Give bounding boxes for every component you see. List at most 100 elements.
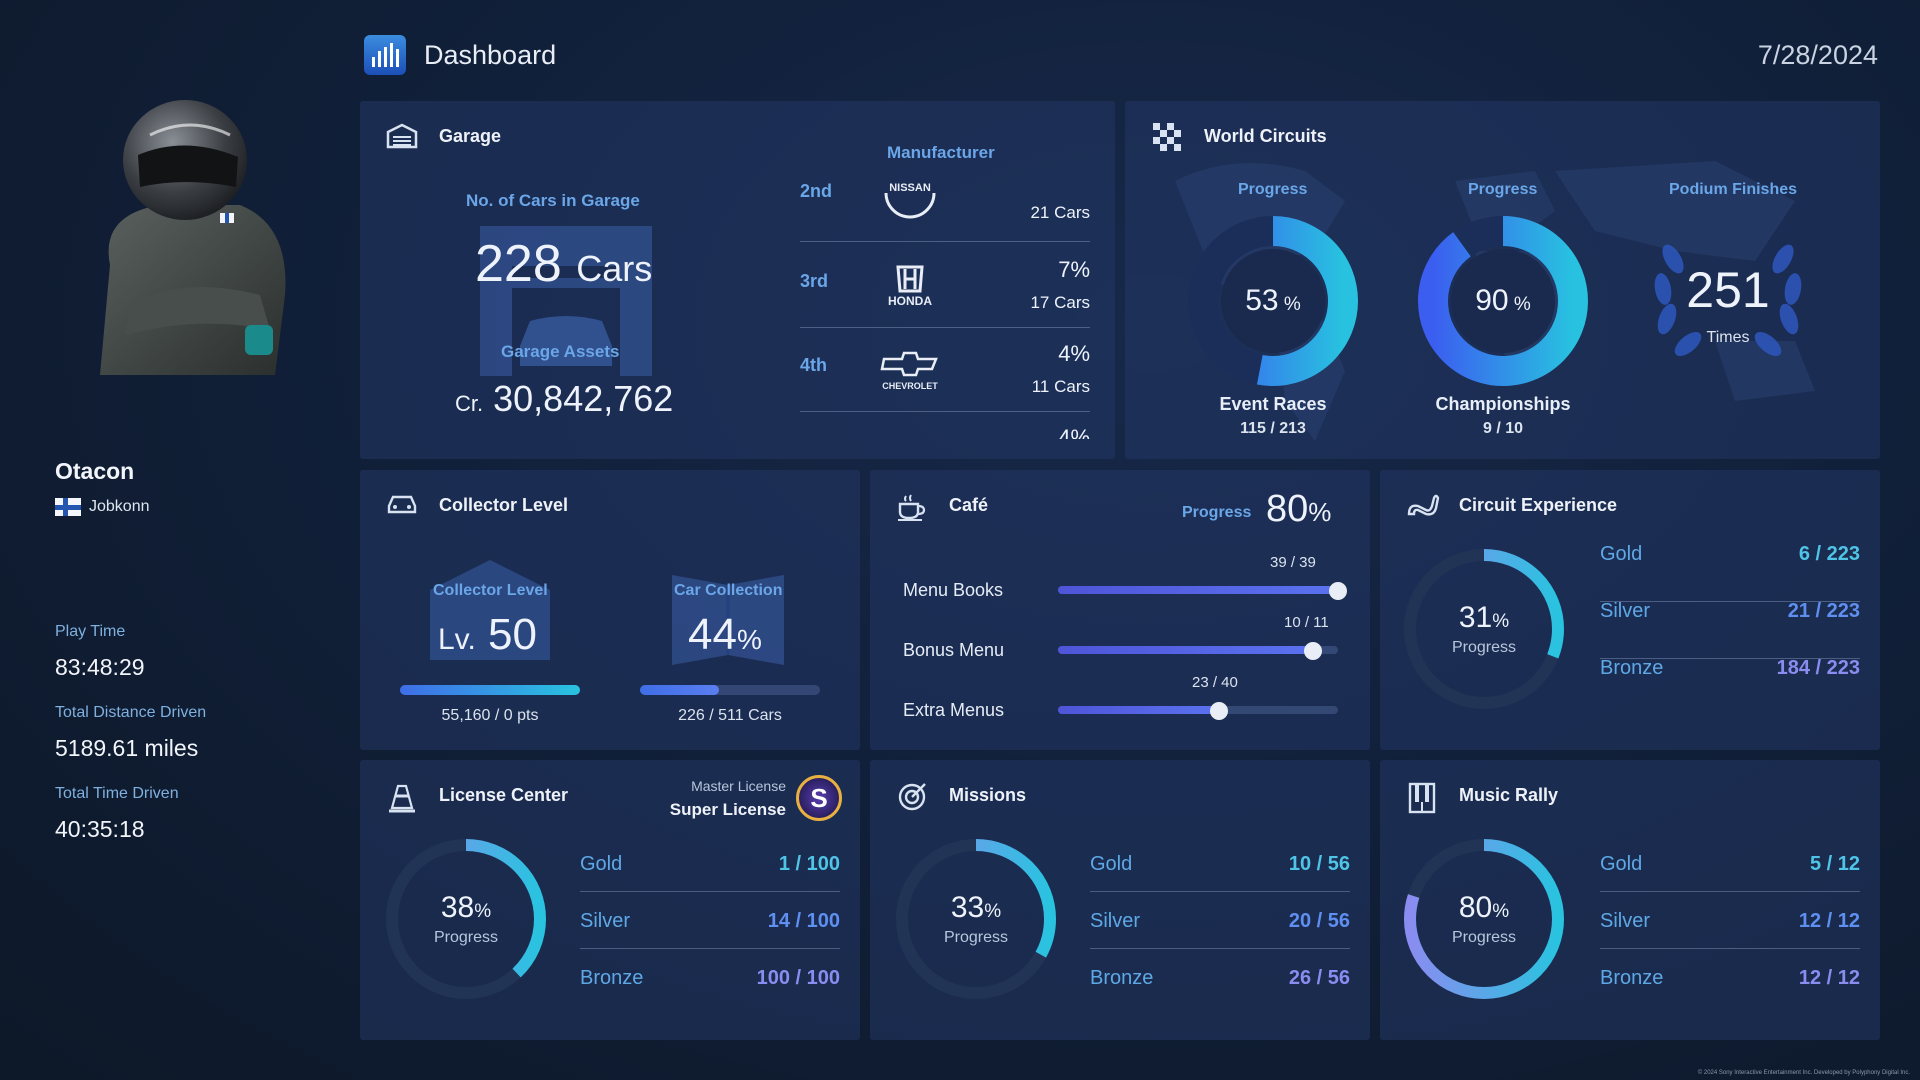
cafe-row-slider-fill — [1058, 706, 1219, 714]
manufacturer-label: Manufacturer — [887, 143, 995, 162]
level-prefix: Lv. — [438, 623, 476, 656]
circuit-experience-panel[interactable]: Circuit Experience 31% Progress Gold 6 /… — [1380, 470, 1880, 750]
bronze-row[interactable]: Bronze 26 / 56 — [1090, 950, 1350, 1006]
cafe-row-count: 23 / 40 — [1192, 674, 1238, 691]
car-icon — [386, 492, 418, 520]
target-icon — [896, 782, 928, 811]
nissan-logo-icon: NISSAN — [870, 177, 950, 221]
music-rally-percent-value: 80 — [1458, 891, 1493, 924]
collector-level-value: Lv. 50 — [438, 610, 537, 660]
bronze-row[interactable]: Bronze 100 / 100 — [580, 950, 840, 1006]
cafe-row-slider-knob — [1329, 582, 1347, 600]
bronze-label: Bronze — [1090, 966, 1154, 989]
collector-level-label: Collector Level — [433, 582, 548, 599]
circuit-experience-sub: Progress — [1451, 639, 1517, 656]
manufacturer-row[interactable]: 2nd NISSAN 21 Cars — [800, 177, 1090, 237]
chevrolet-logo-icon: CHEVROLET — [870, 345, 950, 395]
championships-count: 9 / 10 — [1482, 420, 1524, 437]
coffee-cup-icon — [896, 492, 928, 521]
page-title: Dashboard — [424, 40, 557, 70]
distance-label: Total Distance Driven — [55, 704, 207, 721]
car-collection-bar — [640, 685, 820, 695]
manufacturer-cars: 11 Cars — [1031, 377, 1090, 396]
gold-row[interactable]: Gold 6 / 223 — [1600, 526, 1860, 582]
missions-donut: 33% Progress — [892, 835, 1060, 1003]
cafe-row-slider-knob — [1210, 702, 1228, 720]
circuit-experience-ring — [1404, 549, 1564, 709]
manufacturer-row[interactable]: 4th 4% — [800, 411, 1090, 439]
country-name: Jobkonn — [89, 498, 150, 515]
gold-row[interactable]: Gold 5 / 12 — [1600, 836, 1860, 892]
silver-row[interactable]: Silver 12 / 12 — [1600, 893, 1860, 949]
cars-unit: Cars — [576, 248, 653, 289]
garage-title: Garage — [439, 126, 502, 146]
manufacturer-list[interactable]: 2nd NISSAN 21 Cars 3rd HONDA 7% 17 Cars … — [800, 177, 1090, 439]
divider — [800, 241, 1090, 242]
silver-row[interactable]: Silver 20 / 56 — [1090, 893, 1350, 949]
manufacturer-rank: 4th — [800, 355, 827, 375]
championships-percent: 90 % — [1475, 284, 1531, 317]
championships-percent-value: 90 — [1475, 284, 1509, 317]
divider — [580, 891, 840, 892]
gold-label: Gold — [1600, 852, 1643, 875]
circuit-icon — [1406, 492, 1440, 520]
bronze-row[interactable]: Bronze 12 / 12 — [1600, 950, 1860, 1006]
honda-logo-icon: HONDA — [870, 261, 950, 311]
bronze-value: 12 / 12 — [1798, 966, 1860, 989]
music-rally-center: 80% Progress — [1400, 835, 1568, 1003]
manufacturer-row[interactable]: 4th CHEVROLET 4% 11 Cars — [800, 327, 1090, 411]
divider — [1600, 658, 1860, 659]
silver-label: Silver — [1600, 599, 1651, 622]
event-races-center: 53 % — [1187, 215, 1359, 387]
divider — [800, 327, 1090, 328]
player-name: Otacon — [55, 458, 135, 484]
gold-row[interactable]: Gold 1 / 100 — [580, 836, 840, 892]
bronze-row[interactable]: Bronze 184 / 223 — [1600, 640, 1860, 696]
collector-level-panel[interactable]: Collector Level Collector Level Lv. 50 5… — [360, 470, 860, 750]
divider — [1090, 891, 1350, 892]
missions-sub: Progress — [943, 929, 1009, 946]
divider — [1600, 948, 1860, 949]
championships-center: 90 % — [1417, 215, 1589, 387]
collector-points: 55,160 / 0 pts — [441, 707, 539, 724]
cars-count: 228 — [475, 235, 562, 293]
manufacturer-percent: 4% — [1058, 341, 1090, 366]
bronze-label: Bronze — [1600, 966, 1664, 989]
music-rally-panel[interactable]: Music Rally 80% Progress Gold 5 / 12 Sil… — [1380, 760, 1880, 1040]
license-center-sub: Progress — [433, 929, 499, 946]
gold-label: Gold — [1090, 852, 1133, 875]
license-center-panel[interactable]: License Center Master License Super Lice… — [360, 760, 860, 1040]
bronze-value: 100 / 100 — [756, 966, 840, 989]
manufacturer-rank: 2nd — [800, 181, 833, 201]
manufacturer-row[interactable]: 3rd HONDA 7% 17 Cars — [800, 243, 1090, 327]
silver-value: 21 / 223 — [1787, 599, 1860, 622]
cafe-progress-label: Progress — [1182, 504, 1252, 521]
championships-ring — [1418, 216, 1588, 386]
player-country: Jobkonn — [55, 498, 150, 516]
missions-panel[interactable]: Missions 33% Progress Gold 10 / 56 Silve… — [870, 760, 1370, 1040]
silver-row[interactable]: Silver 14 / 100 — [580, 893, 840, 949]
divider — [1090, 948, 1350, 949]
gold-label: Gold — [1600, 542, 1643, 565]
cafe-panel[interactable]: Café Progress 80% Menu Books 39 / 39 Bon… — [870, 470, 1370, 750]
driver-avatar — [100, 100, 286, 375]
gold-row[interactable]: Gold 10 / 56 — [1090, 836, 1350, 892]
cafe-row-slider-fill — [1058, 586, 1338, 594]
silver-value: 14 / 100 — [767, 909, 840, 932]
cars-in-garage-value: 228 Cars — [475, 234, 652, 294]
garage-assets-value: Cr. 30,842,762 — [455, 378, 673, 420]
world-circuits-panel[interactable]: World Circuits Progress 53 % Event Races… — [1125, 101, 1880, 459]
divider — [1600, 891, 1860, 892]
credits-amount: 30,842,762 — [493, 378, 674, 419]
circuit-experience-title: Circuit Experience — [1459, 495, 1618, 515]
collector-level-bar — [400, 685, 580, 695]
checker-flag-icon — [1151, 123, 1183, 151]
date-display: 7/28/2024 — [1757, 40, 1878, 70]
manufacturer-percent: 7% — [1058, 257, 1090, 282]
garage-panel[interactable]: Garage No. of Cars in Garage 228 Cars Ga… — [360, 101, 1115, 459]
missions-percent-value: 33 — [950, 891, 985, 924]
bronze-value: 184 / 223 — [1776, 656, 1860, 679]
play-time-value: 83:48:29 — [55, 654, 145, 680]
silver-row[interactable]: Silver 21 / 223 — [1600, 583, 1860, 639]
